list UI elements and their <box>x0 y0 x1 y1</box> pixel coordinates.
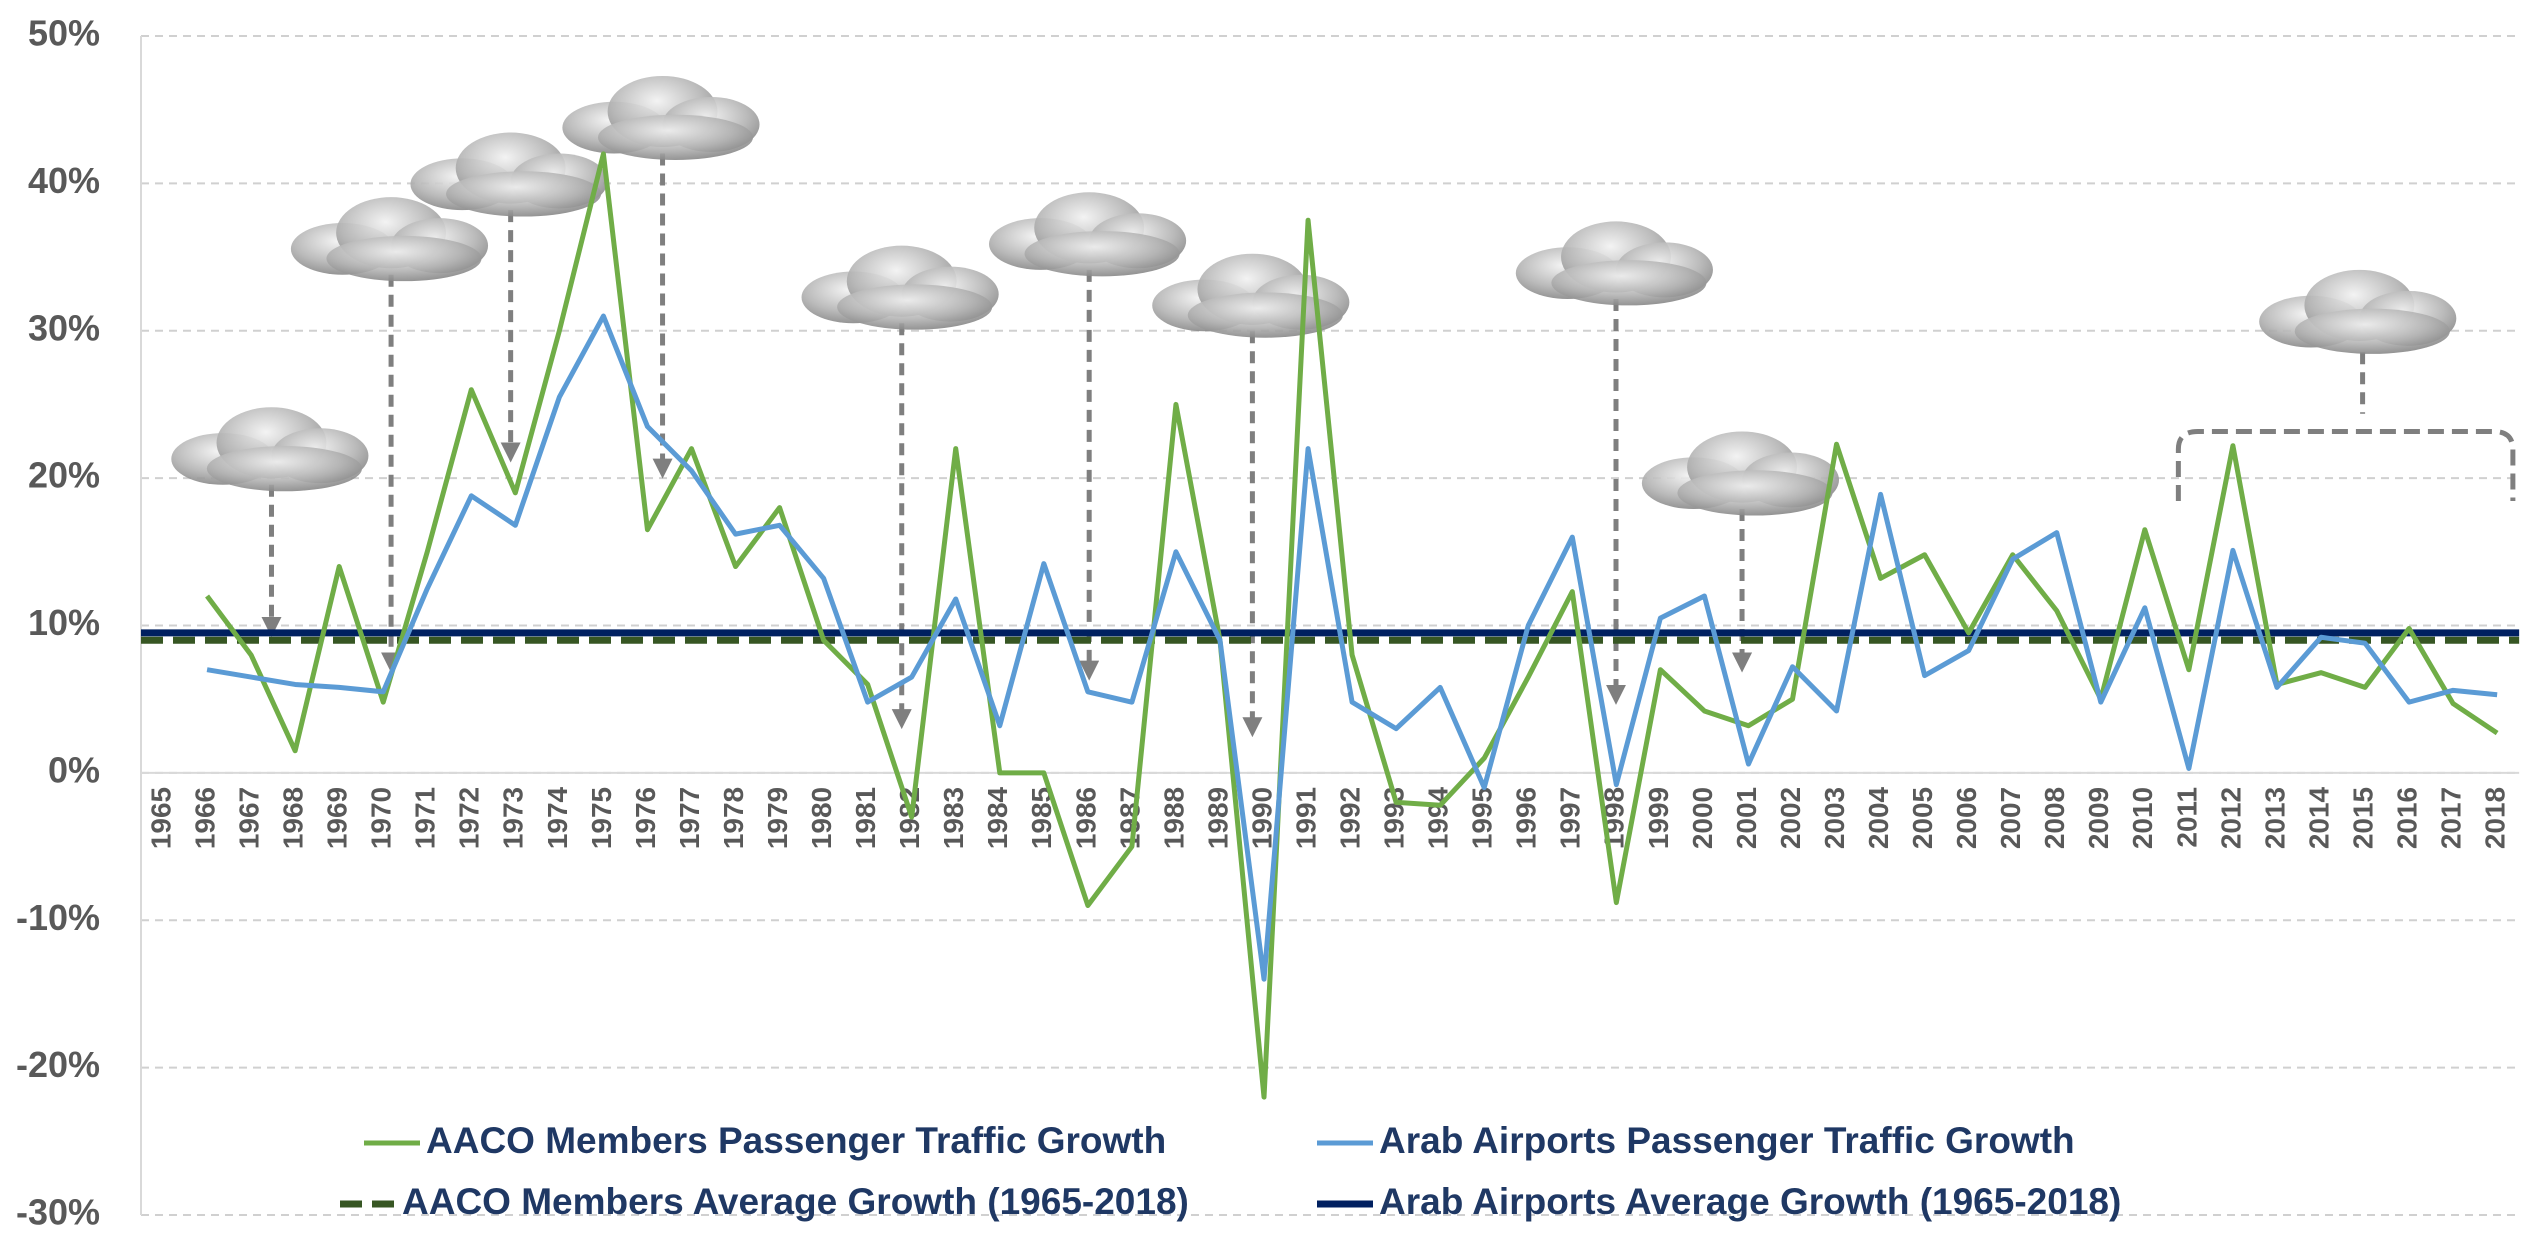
y-tick-label: 40% <box>28 160 100 201</box>
x-tick-label: 1967 <box>233 787 264 849</box>
cloud <box>801 245 999 330</box>
legend-label: AACO Members Average Growth (1965-2018) <box>402 1181 1189 1222</box>
cloud-puff <box>1677 470 1833 516</box>
cloud <box>171 407 369 492</box>
cloud <box>1641 431 1840 516</box>
y-tick-label: 20% <box>28 455 100 496</box>
x-tick-label: 1983 <box>938 787 969 849</box>
x-tick-label: 1971 <box>410 787 441 849</box>
x-tick-label: 1976 <box>630 787 661 849</box>
x-tick-label: 2001 <box>1731 787 1762 849</box>
y-tick-label: 0% <box>48 749 100 790</box>
series-line <box>206 313 2498 982</box>
x-tick-label: 1975 <box>586 787 617 849</box>
x-tick-label: 2013 <box>2259 787 2290 849</box>
x-tick-label: 2015 <box>2347 787 2378 849</box>
y-tick-label: 50% <box>28 13 100 54</box>
annotations <box>171 75 2516 738</box>
cloud <box>1152 253 1350 338</box>
x-tick-label: 1965 <box>145 787 176 849</box>
x-tick-label: 1986 <box>1070 787 1101 849</box>
x-tick-label: 1978 <box>718 787 749 849</box>
y-tick-label: -20% <box>16 1044 100 1085</box>
cloud-puff <box>446 171 602 217</box>
x-tick-label: 1968 <box>278 787 309 849</box>
cloud-puff <box>326 235 482 282</box>
x-tick-label: 1979 <box>762 787 793 849</box>
x-tick-label: 1996 <box>1511 787 1542 849</box>
x-tick-label: 2007 <box>1995 787 2026 849</box>
x-tick-label: 1987 <box>1114 787 1145 849</box>
x-tick-label: 1999 <box>1643 787 1674 849</box>
x-tick-label: 2005 <box>1907 787 1938 849</box>
cloud-puff <box>597 114 754 160</box>
legend-label: Arab Airports Passenger Traffic Growth <box>1379 1120 2075 1161</box>
x-tick-label: 1966 <box>189 787 220 849</box>
bracket <box>2175 428 2516 501</box>
x-tick-label: 1970 <box>366 787 397 849</box>
x-tick-label: 2000 <box>1687 787 1718 849</box>
y-tick-label: -30% <box>16 1192 100 1233</box>
cloud-puff <box>206 446 362 492</box>
legend-label: Arab Airports Average Growth (1965-2018) <box>1379 1181 2121 1222</box>
cloud-puff <box>1024 231 1180 277</box>
cloud <box>410 132 608 217</box>
cloud <box>2259 269 2457 354</box>
x-tick-label: 2017 <box>2435 787 2466 849</box>
cloud <box>1515 221 1713 306</box>
x-tick-label: 2011 <box>2171 787 2202 848</box>
y-tick-label: 30% <box>28 307 100 348</box>
cloud-puff <box>837 284 993 330</box>
x-tick-label: 1981 <box>850 787 881 849</box>
x-tick-label: 1989 <box>1202 787 1233 849</box>
series-line <box>205 151 2499 1100</box>
plot <box>141 151 2520 1100</box>
x-tick-label: 1974 <box>542 786 573 849</box>
x-tick-label: 2018 <box>2480 787 2511 849</box>
x-tick-label: 1969 <box>322 787 353 849</box>
x-tick-label: 1980 <box>806 787 837 849</box>
cloud-puff <box>1551 260 1707 306</box>
cloud <box>290 197 489 282</box>
x-tick-label: 2010 <box>2127 787 2158 849</box>
x-tick-label: 1984 <box>982 786 1013 849</box>
x-tick-label: 2009 <box>2083 787 2114 849</box>
x-tick-label: 2012 <box>2215 787 2246 849</box>
x-tick-label: 2016 <box>2391 787 2422 849</box>
x-tick-label: 2002 <box>1775 787 1806 849</box>
cloud <box>988 192 1187 277</box>
legend: AACO Members Passenger Traffic Growth Ara… <box>340 1120 2121 1222</box>
x-tick-label: 1992 <box>1334 787 1365 849</box>
x-tick-label: 2006 <box>1951 787 1982 849</box>
legend-label: AACO Members Passenger Traffic Growth <box>426 1120 1166 1161</box>
y-tick-label: 10% <box>28 602 100 643</box>
x-tick-label: 2008 <box>2039 787 2070 849</box>
x-tick-label: 1973 <box>498 787 529 849</box>
x-tick-label: 1997 <box>1555 787 1586 849</box>
x-tick-label: 1988 <box>1158 787 1189 849</box>
x-tick-label: 1995 <box>1467 787 1498 849</box>
x-tick-label: 2004 <box>1863 786 1894 849</box>
cloud <box>562 75 760 160</box>
cloud-puff <box>2294 308 2450 354</box>
x-tick-label: 1972 <box>454 787 485 849</box>
x-tick-label: 1977 <box>674 787 705 849</box>
x-tick-label: 2003 <box>1819 787 1850 849</box>
y-tick-label: -10% <box>16 897 100 938</box>
x-tick-label: 1990 <box>1246 787 1277 849</box>
x-tick-label: 2014 <box>2303 786 2334 849</box>
x-tick-label: 1991 <box>1290 787 1321 849</box>
